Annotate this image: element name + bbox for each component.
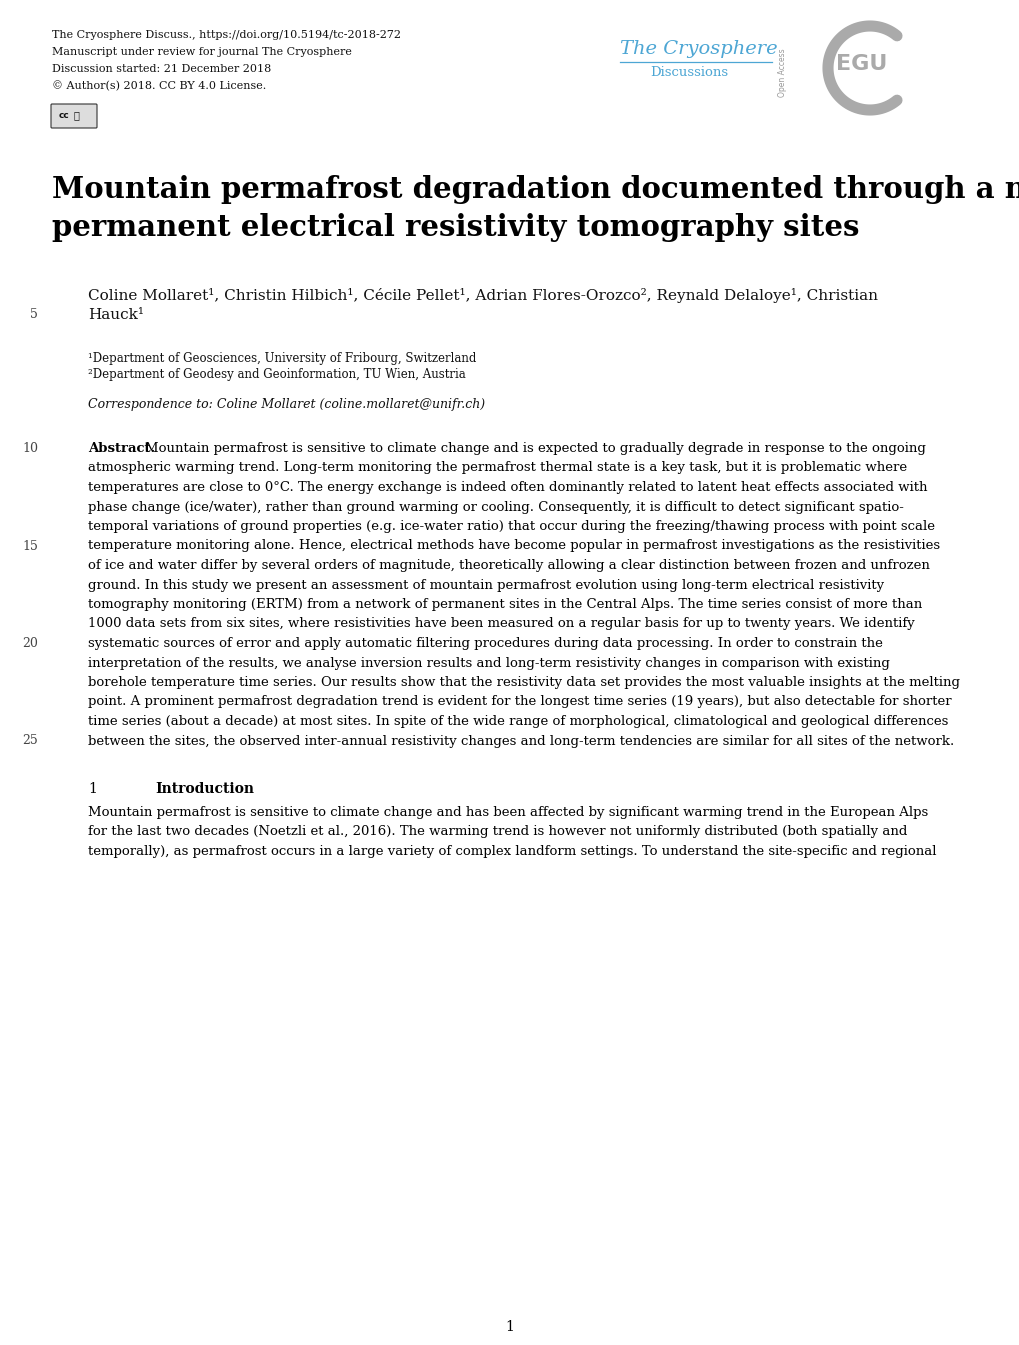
Text: tomography monitoring (ERTM) from a network of permanent sites in the Central Al: tomography monitoring (ERTM) from a netw…: [88, 599, 921, 611]
Text: temperature monitoring alone. Hence, electrical methods have become popular in p: temperature monitoring alone. Hence, ele…: [88, 539, 940, 553]
Text: Correspondence to: Coline Mollaret (coline.mollaret@unifr.ch): Correspondence to: Coline Mollaret (coli…: [88, 398, 485, 412]
Text: Mountain permafrost degradation documented through a network of: Mountain permafrost degradation document…: [52, 175, 1019, 204]
Text: phase change (ice/water), rather than ground warming or cooling. Consequently, i: phase change (ice/water), rather than gr…: [88, 500, 903, 514]
Text: Introduction: Introduction: [155, 781, 254, 796]
Text: EGU: EGU: [836, 54, 887, 74]
Text: systematic sources of error and apply automatic filtering procedures during data: systematic sources of error and apply au…: [88, 638, 882, 650]
Text: temporal variations of ground properties (e.g. ice-water ratio) that occur durin: temporal variations of ground properties…: [88, 521, 934, 533]
Text: time series (about a decade) at most sites. In spite of the wide range of morpho: time series (about a decade) at most sit…: [88, 716, 948, 728]
Text: Mountain permafrost is sensitive to climate change and is expected to gradually : Mountain permafrost is sensitive to clim…: [145, 443, 925, 455]
Text: ²Department of Geodesy and Geoinformation, TU Wien, Austria: ²Department of Geodesy and Geoinformatio…: [88, 369, 466, 381]
Text: ground. In this study we present an assessment of mountain permafrost evolution : ground. In this study we present an asse…: [88, 578, 883, 592]
Text: Hauck¹: Hauck¹: [88, 308, 144, 321]
Text: 1: 1: [505, 1319, 514, 1334]
Text: 10: 10: [22, 443, 38, 455]
Text: permanent electrical resistivity tomography sites: permanent electrical resistivity tomogra…: [52, 213, 859, 242]
Text: 5: 5: [31, 308, 38, 321]
Text: 1: 1: [88, 781, 97, 796]
Text: Open Access: Open Access: [777, 48, 787, 97]
Text: interpretation of the results, we analyse inversion results and long-term resist: interpretation of the results, we analys…: [88, 656, 889, 670]
FancyBboxPatch shape: [51, 104, 97, 128]
Text: for the last two decades (Noetzli et al., 2016). The warming trend is however no: for the last two decades (Noetzli et al.…: [88, 826, 907, 838]
Text: cc: cc: [59, 110, 69, 120]
Text: © Author(s) 2018. CC BY 4.0 License.: © Author(s) 2018. CC BY 4.0 License.: [52, 81, 266, 91]
Text: point. A prominent permafrost degradation trend is evident for the longest time : point. A prominent permafrost degradatio…: [88, 695, 951, 709]
Text: 15: 15: [22, 539, 38, 553]
Text: ⓑ: ⓑ: [74, 110, 79, 120]
Text: of ice and water differ by several orders of magnitude, theoretically allowing a: of ice and water differ by several order…: [88, 560, 929, 572]
Text: atmospheric warming trend. Long-term monitoring the permafrost thermal state is : atmospheric warming trend. Long-term mon…: [88, 461, 906, 475]
Text: temperatures are close to 0°C. The energy exchange is indeed often dominantly re: temperatures are close to 0°C. The energ…: [88, 482, 926, 494]
Text: Discussion started: 21 December 2018: Discussion started: 21 December 2018: [52, 65, 271, 74]
Text: between the sites, the observed inter-annual resistivity changes and long-term t: between the sites, the observed inter-an…: [88, 734, 954, 748]
Text: Mountain permafrost is sensitive to climate change and has been affected by sign: Mountain permafrost is sensitive to clim…: [88, 806, 927, 819]
Text: ¹Department of Geosciences, University of Fribourg, Switzerland: ¹Department of Geosciences, University o…: [88, 352, 476, 364]
Text: 20: 20: [22, 638, 38, 650]
Text: 25: 25: [22, 734, 38, 748]
Text: Manuscript under review for journal The Cryosphere: Manuscript under review for journal The …: [52, 47, 352, 56]
Text: borehole temperature time series. Our results show that the resistivity data set: borehole temperature time series. Our re…: [88, 677, 959, 689]
Text: Discussions: Discussions: [649, 66, 728, 79]
Text: The Cryosphere: The Cryosphere: [620, 40, 776, 58]
Text: The Cryosphere Discuss., https://doi.org/10.5194/tc-2018-272: The Cryosphere Discuss., https://doi.org…: [52, 30, 400, 40]
Text: 1000 data sets from six sites, where resistivities have been measured on a regul: 1000 data sets from six sites, where res…: [88, 617, 914, 631]
Text: Coline Mollaret¹, Christin Hilbich¹, Cécile Pellet¹, Adrian Flores-Orozco², Reyn: Coline Mollaret¹, Christin Hilbich¹, Céc…: [88, 288, 877, 303]
Text: temporally), as permafrost occurs in a large variety of complex landform setting: temporally), as permafrost occurs in a l…: [88, 845, 935, 858]
Text: Abstract.: Abstract.: [88, 443, 155, 455]
